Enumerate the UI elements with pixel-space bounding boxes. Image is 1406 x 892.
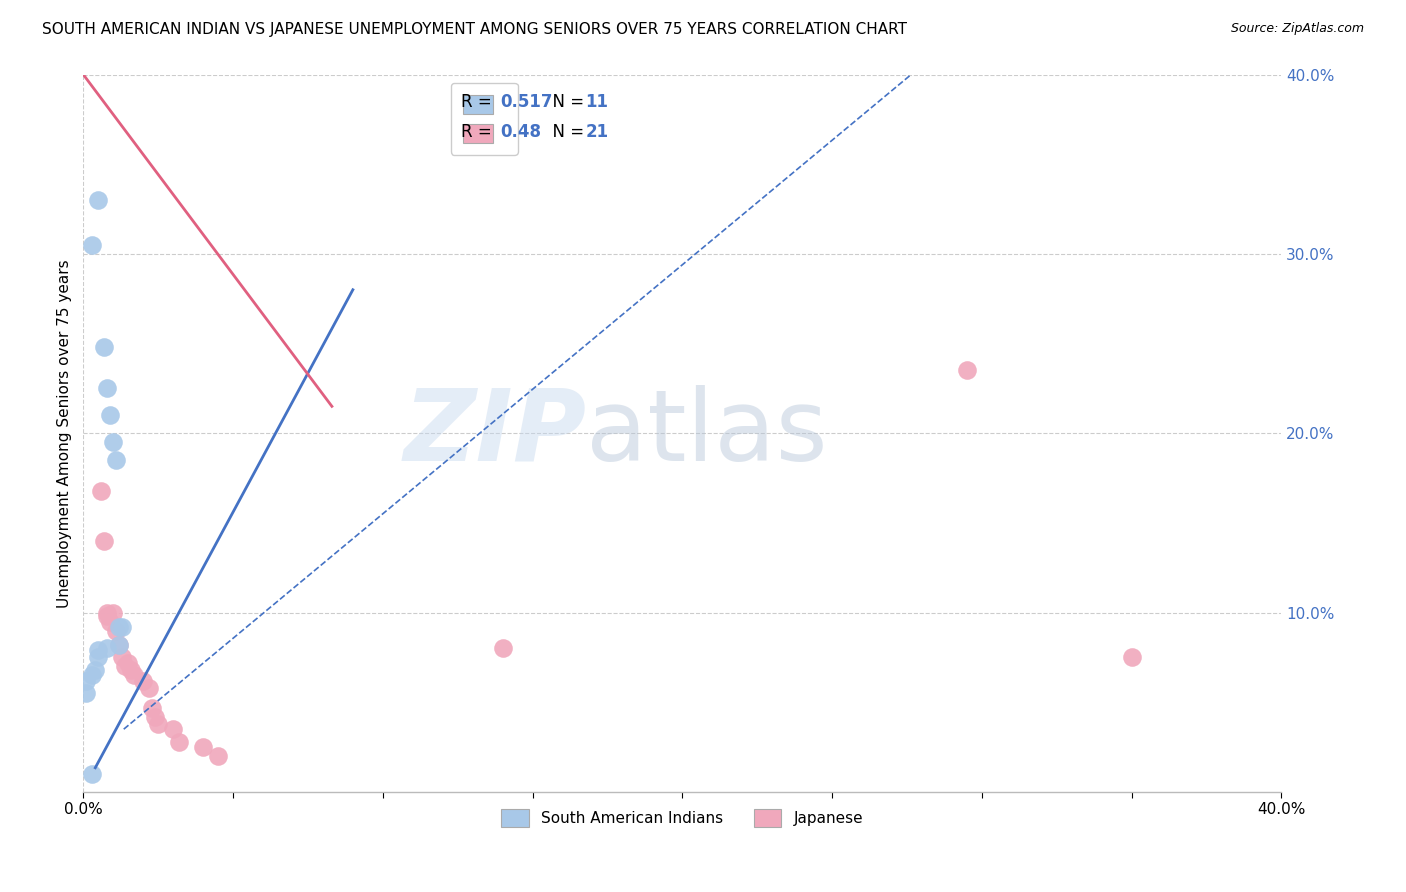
Point — [105, 624, 128, 638]
Point — [117, 656, 139, 670]
Point — [111, 650, 134, 665]
Point — [143, 709, 166, 723]
Point — [108, 638, 131, 652]
Text: atlas: atlas — [586, 384, 828, 482]
Point — [111, 620, 134, 634]
Point — [146, 716, 169, 731]
Point — [105, 453, 128, 467]
Text: 21: 21 — [585, 123, 609, 141]
Point — [82, 767, 104, 781]
Point — [1121, 650, 1143, 665]
Point — [82, 668, 104, 682]
Point — [98, 615, 121, 629]
Point — [82, 238, 104, 252]
Point — [87, 193, 110, 207]
Text: 11: 11 — [585, 93, 609, 111]
Point — [96, 381, 118, 395]
Text: 0.517: 0.517 — [501, 93, 553, 111]
Point — [114, 659, 136, 673]
Point — [93, 340, 115, 354]
Point — [108, 638, 131, 652]
Point — [191, 740, 214, 755]
Point — [167, 735, 190, 749]
Point — [491, 641, 513, 656]
Legend: South American Indians, Japanese: South American Indians, Japanese — [494, 802, 870, 835]
Point — [162, 722, 184, 736]
Text: R =: R = — [461, 93, 496, 111]
Point — [132, 673, 155, 688]
Point — [90, 483, 112, 498]
Point — [956, 363, 979, 377]
Point — [138, 681, 160, 695]
Point — [75, 673, 97, 688]
Point — [87, 650, 110, 665]
Point — [93, 533, 115, 548]
Point — [84, 663, 107, 677]
Text: ZIP: ZIP — [404, 384, 586, 482]
Point — [103, 435, 125, 450]
Point — [87, 643, 110, 657]
Point — [207, 749, 229, 764]
Point — [103, 606, 125, 620]
Y-axis label: Unemployment Among Seniors over 75 years: Unemployment Among Seniors over 75 years — [58, 259, 72, 607]
Text: N =: N = — [543, 93, 589, 111]
Text: N =: N = — [543, 123, 589, 141]
Text: SOUTH AMERICAN INDIAN VS JAPANESE UNEMPLOYMENT AMONG SENIORS OVER 75 YEARS CORRE: SOUTH AMERICAN INDIAN VS JAPANESE UNEMPL… — [42, 22, 907, 37]
Text: Source: ZipAtlas.com: Source: ZipAtlas.com — [1230, 22, 1364, 36]
Point — [75, 686, 97, 700]
Point — [108, 620, 131, 634]
Point — [96, 609, 118, 624]
Point — [122, 668, 145, 682]
Point — [120, 663, 142, 677]
Point — [98, 409, 121, 423]
Point — [96, 641, 118, 656]
Text: 0.48: 0.48 — [501, 123, 541, 141]
Point — [141, 700, 163, 714]
Text: R =: R = — [461, 123, 496, 141]
Point — [96, 606, 118, 620]
